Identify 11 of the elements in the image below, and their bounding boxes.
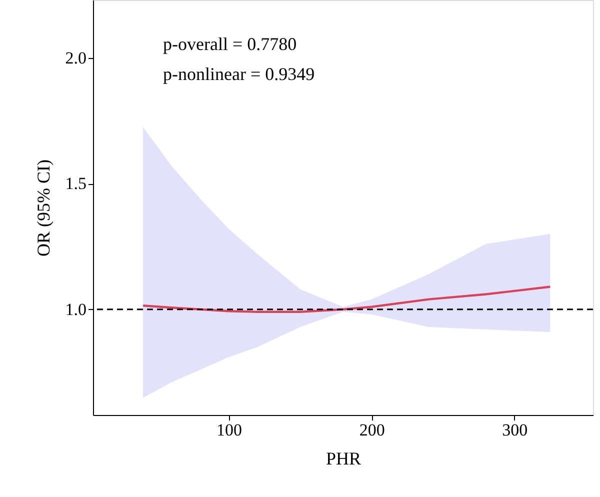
y-axis-title: OR (95% CI) xyxy=(33,160,54,256)
x-axis-title: PHR xyxy=(326,448,362,468)
line-series xyxy=(142,286,552,313)
y-tick-label: 2.0 xyxy=(65,48,86,68)
y-tick-label: 1.0 xyxy=(65,300,86,319)
x-tick-label: 300 xyxy=(502,420,528,440)
x-tick-label: 200 xyxy=(359,420,385,440)
x-tick-label: 100 xyxy=(216,420,242,440)
annotation: p-nonlinear = 0.9349 xyxy=(163,64,315,84)
y-tick-label: 1.5 xyxy=(65,174,86,194)
annotation: p-overall = 0.7780 xyxy=(163,34,297,54)
